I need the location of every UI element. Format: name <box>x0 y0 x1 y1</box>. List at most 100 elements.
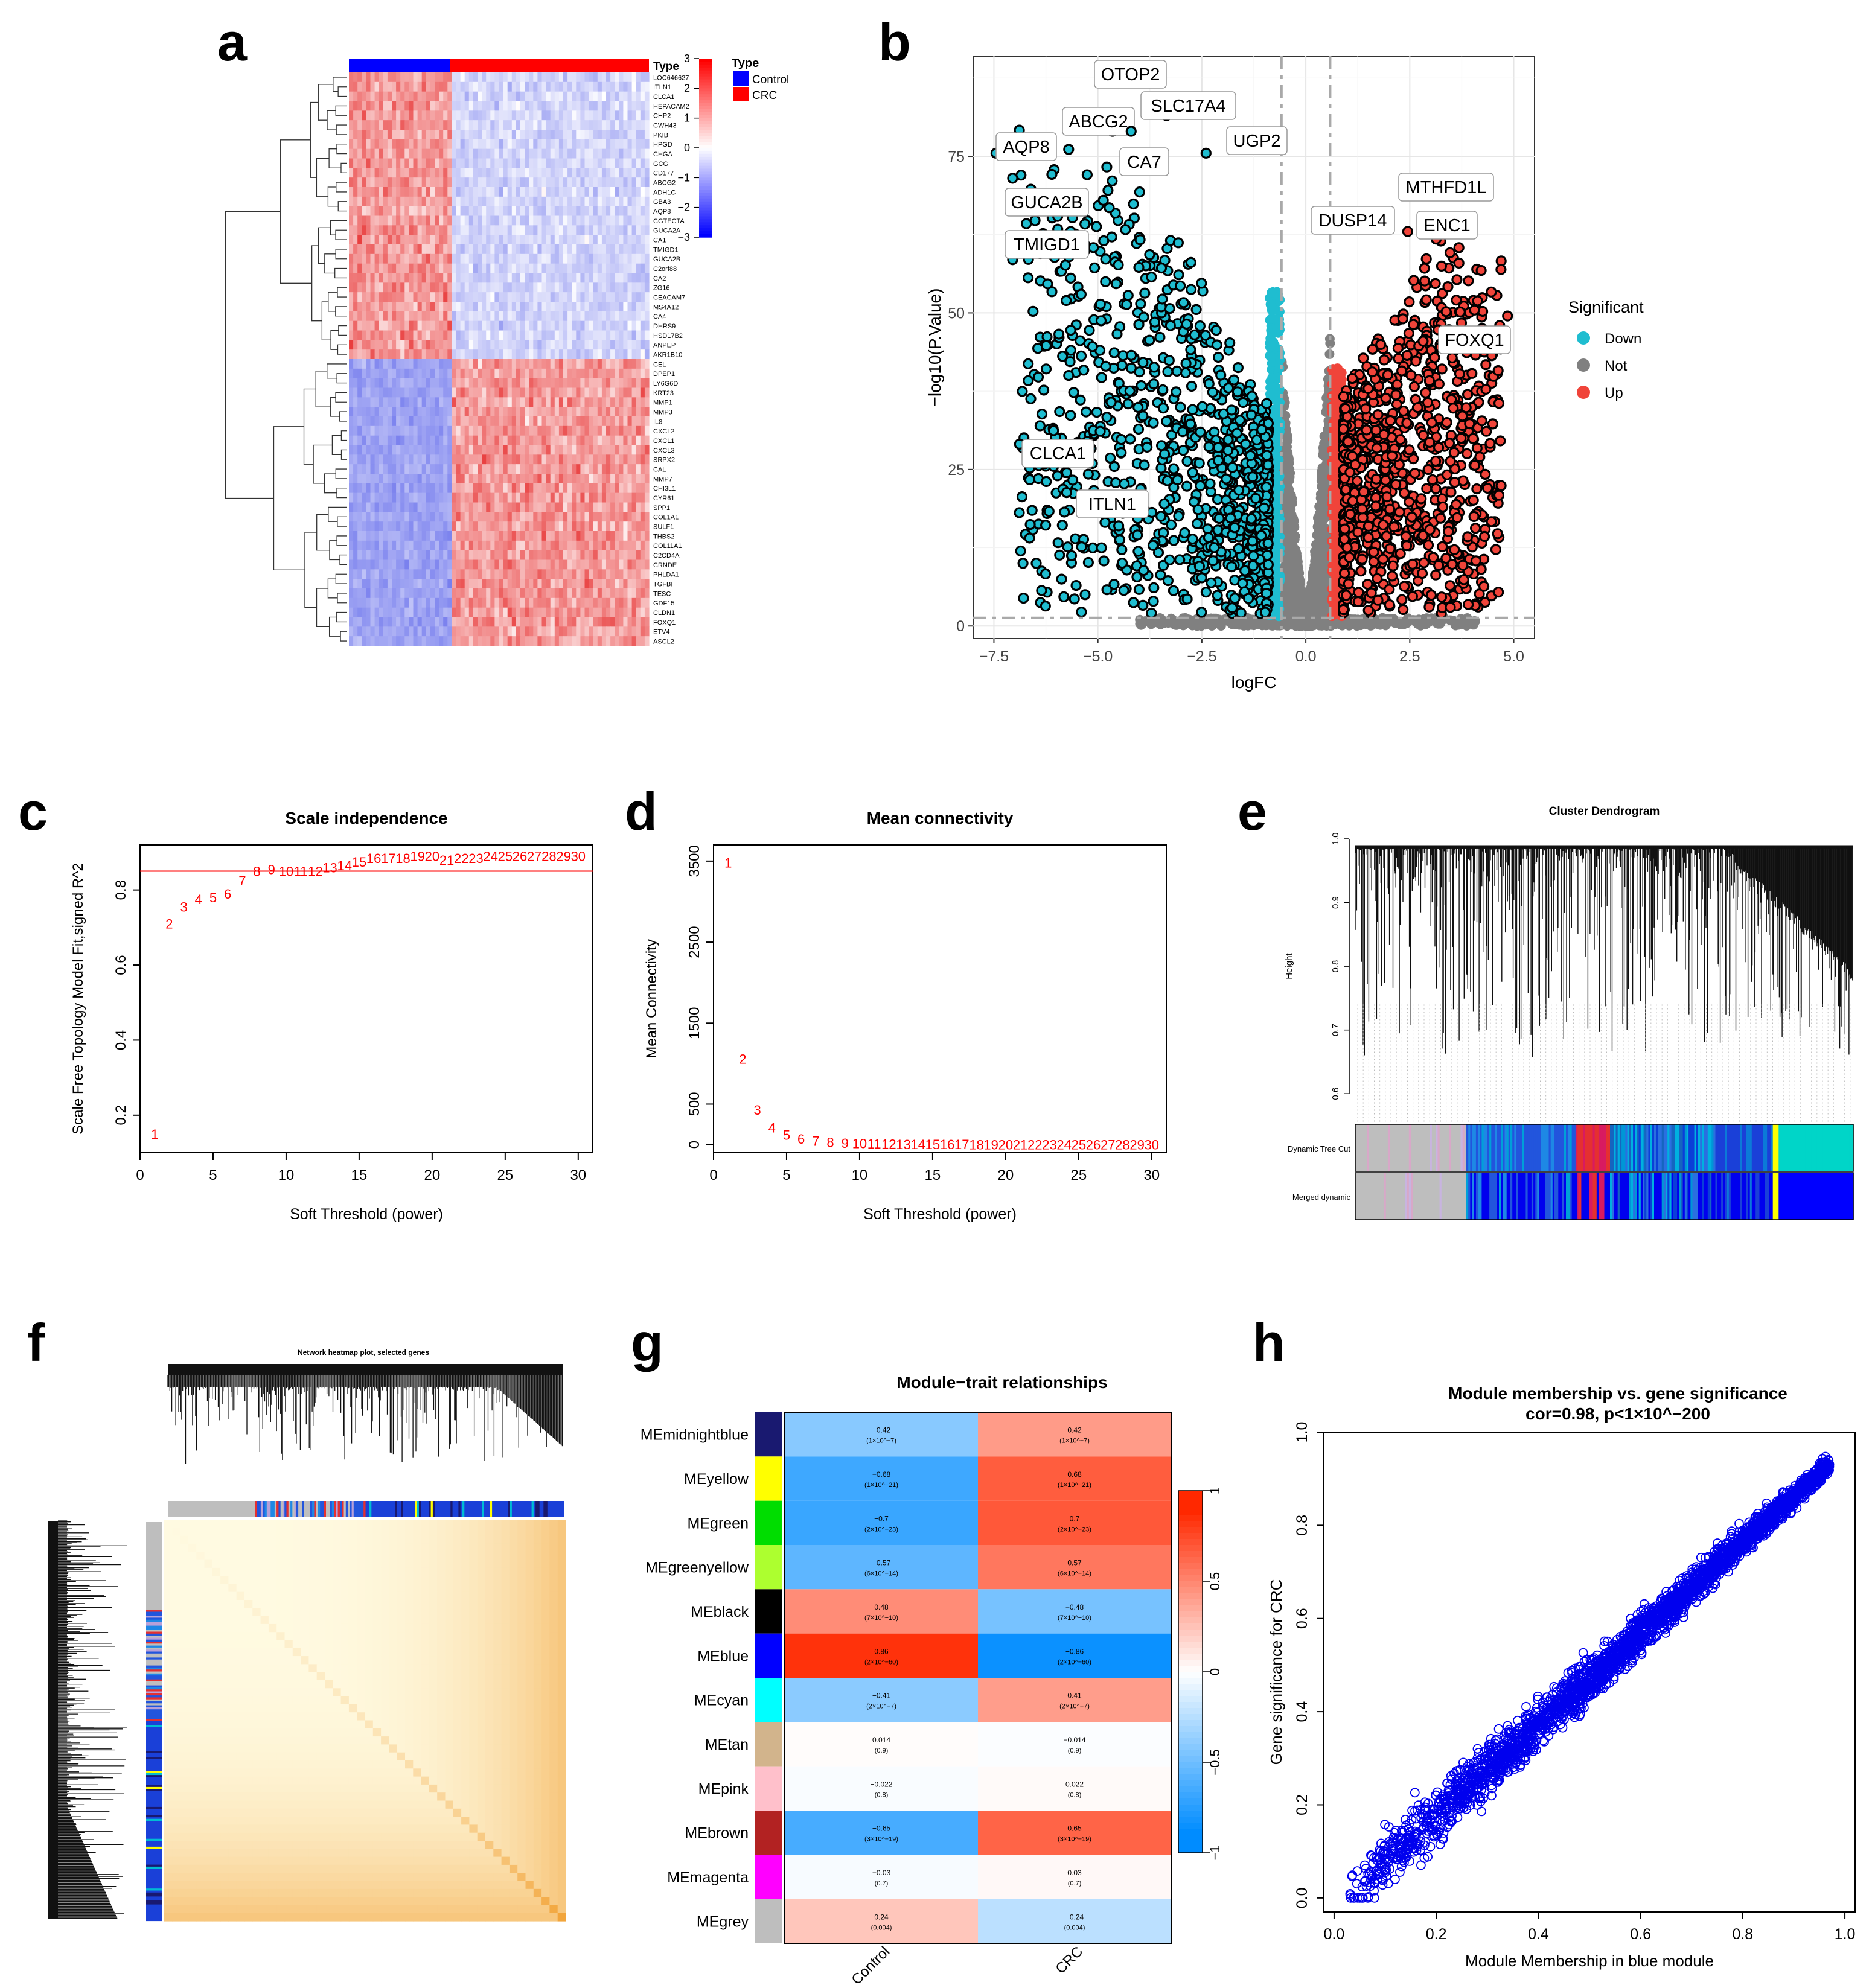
heatmap-cell <box>435 597 439 608</box>
heatmap-cell <box>516 273 521 283</box>
heatmap-cell <box>379 559 384 570</box>
heatmap-cell <box>387 110 392 121</box>
gene-label: LOC646627 <box>653 74 689 81</box>
heatmap-cell <box>503 320 508 331</box>
heatmap-cell <box>482 110 487 121</box>
heatmap-cell <box>589 454 594 465</box>
heatmap-cell <box>404 225 409 235</box>
heatmap-cell <box>572 253 577 264</box>
heatmap-cell <box>443 206 448 217</box>
heatmap-cell <box>525 502 529 512</box>
heatmap-cell <box>546 244 551 255</box>
heatmap-cell <box>619 320 624 331</box>
heatmap-cell <box>478 416 482 427</box>
heatmap-cell <box>473 359 478 369</box>
heatmap-cell <box>460 397 465 407</box>
heatmap-cell <box>554 120 560 130</box>
heatmap-cell <box>503 349 508 360</box>
heatmap-cell <box>597 483 602 494</box>
heatmap-cell <box>537 235 543 245</box>
heatmap-cell <box>468 292 474 302</box>
heatmap-cell <box>494 177 500 188</box>
colorbar-segment <box>699 59 712 62</box>
heatmap-cell <box>589 330 594 340</box>
heatmap-cell <box>396 311 401 322</box>
heatmap-cell <box>486 416 491 427</box>
heatmap-cell <box>383 292 388 302</box>
heatmap-cell <box>349 253 354 264</box>
heatmap-cell <box>516 158 521 168</box>
heatmap-cell <box>511 120 517 130</box>
heatmap-cell <box>541 158 547 168</box>
colorbar-segment <box>699 150 712 155</box>
colorbar-segment <box>699 225 712 229</box>
heatmap-cell <box>435 101 439 111</box>
heatmap-cell <box>478 368 482 379</box>
heatmap-cell <box>400 215 405 226</box>
heatmap-cell <box>511 617 517 627</box>
heatmap-cell <box>490 425 495 436</box>
heatmap-cell <box>537 215 543 226</box>
heatmap-cell <box>584 588 590 599</box>
heatmap-cell <box>529 597 534 608</box>
heatmap-cell <box>426 244 431 255</box>
heatmap-cell <box>456 311 461 322</box>
heatmap-cell <box>362 148 366 159</box>
heatmap-cell <box>417 130 423 140</box>
heatmap-cell <box>417 464 423 474</box>
heatmap-cell <box>452 253 457 264</box>
heatmap-cell <box>631 397 637 407</box>
heatmap-cell <box>392 435 397 446</box>
heatmap-cell <box>486 340 491 350</box>
heatmap-cell <box>576 597 581 608</box>
heatmap-cell <box>576 292 581 302</box>
heatmap-cell <box>417 502 423 512</box>
heatmap-cell <box>400 349 405 360</box>
heatmap-cell <box>615 282 619 293</box>
heatmap-cell <box>349 407 354 417</box>
heatmap-cell <box>516 521 521 532</box>
heatmap-cell <box>636 120 641 130</box>
heatmap-cell <box>478 273 482 283</box>
heatmap-cell <box>558 502 564 512</box>
heatmap-cell <box>353 531 358 541</box>
heatmap-cell <box>623 597 628 608</box>
heatmap-cell <box>447 311 452 322</box>
heatmap-cell <box>601 225 607 235</box>
heatmap-cell <box>580 626 586 637</box>
heatmap-cell <box>499 502 504 512</box>
heatmap-cell <box>576 273 581 283</box>
heatmap-cell <box>435 359 439 369</box>
heatmap-cell <box>631 445 637 455</box>
heatmap-cell <box>580 292 586 302</box>
heatmap-cell <box>468 607 474 618</box>
heatmap-cell <box>627 101 633 111</box>
heatmap-cell <box>584 282 590 293</box>
heatmap-cell <box>357 91 362 102</box>
heatmap-cell <box>541 569 547 579</box>
heatmap-cell <box>610 550 615 561</box>
heatmap-cell <box>349 559 354 570</box>
heatmap-cell <box>357 407 362 417</box>
heatmap-cell <box>349 454 354 465</box>
heatmap-cell <box>366 148 371 159</box>
heatmap-cell <box>503 512 508 522</box>
heatmap-cell <box>374 502 380 512</box>
heatmap-cell <box>357 483 362 494</box>
heatmap-cell <box>468 235 474 245</box>
heatmap-cell <box>383 387 388 398</box>
heatmap-cell <box>374 540 380 551</box>
heatmap-cell <box>597 359 602 369</box>
heatmap-cell <box>589 263 594 274</box>
heatmap-cell <box>443 626 448 637</box>
heatmap-cell <box>589 91 594 102</box>
heatmap-cell <box>460 368 465 379</box>
heatmap-cell <box>349 502 354 512</box>
heatmap-cell <box>541 597 547 608</box>
heatmap-cell <box>499 101 504 111</box>
heatmap-cell <box>541 139 547 150</box>
heatmap-cell <box>576 502 581 512</box>
heatmap-cell <box>533 340 538 350</box>
heatmap-cell <box>644 607 650 618</box>
heatmap-cell <box>486 282 491 293</box>
